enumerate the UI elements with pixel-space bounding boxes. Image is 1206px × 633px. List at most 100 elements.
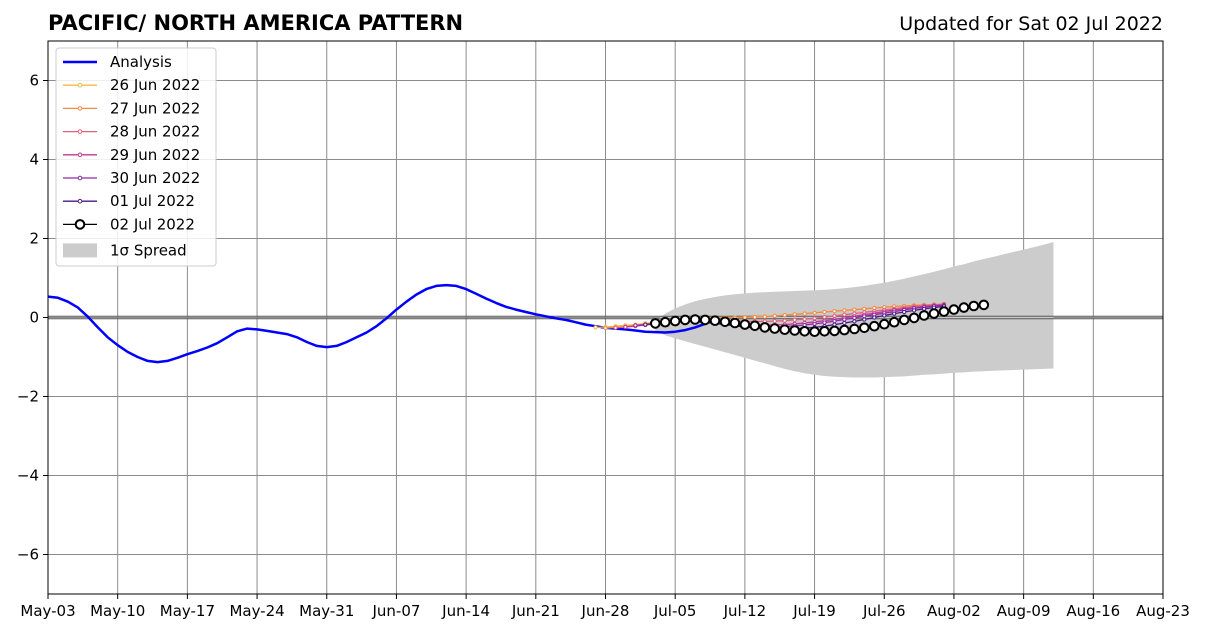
forecast-point bbox=[822, 309, 827, 315]
forecast-point bbox=[958, 302, 970, 313]
x-tick-label: May-17 bbox=[160, 602, 215, 620]
x-tick-label: Aug-09 bbox=[997, 602, 1051, 620]
legend-swatch-marker bbox=[74, 219, 86, 230]
forecast-point bbox=[842, 308, 847, 313]
forecast-point bbox=[659, 316, 671, 328]
forecast-point bbox=[869, 320, 880, 332]
forecast-point bbox=[822, 320, 827, 325]
x-tick-label: Aug-16 bbox=[1066, 602, 1120, 620]
x-tick-label: Jul-12 bbox=[723, 602, 767, 620]
x-tick-label: Jul-26 bbox=[862, 602, 906, 620]
forecast-point bbox=[862, 317, 867, 322]
forecast-point bbox=[613, 325, 618, 330]
series-layer bbox=[47, 283, 990, 364]
forecast-point bbox=[812, 321, 817, 326]
tick-labels: May-03 May-10 May-17 May-24 May-31 Jun-07 Jun-… bbox=[17, 72, 1190, 621]
legend-items: Analysis 26 Jun 2022 27 Jun 2022 28 Jun 202… bbox=[63, 53, 200, 259]
x-tick-label: Jun-07 bbox=[371, 602, 420, 620]
forecast-point bbox=[832, 309, 837, 314]
forecast-point bbox=[902, 309, 907, 315]
forecast-point bbox=[679, 314, 691, 326]
forecast-point bbox=[782, 313, 787, 318]
forecast-point bbox=[650, 318, 661, 329]
forecast-series bbox=[650, 299, 990, 338]
forecast-point bbox=[852, 307, 857, 312]
forecast-point bbox=[759, 322, 771, 333]
forecast-point bbox=[809, 326, 820, 338]
forecast-point bbox=[802, 317, 807, 322]
x-tick-label: Aug-23 bbox=[1136, 602, 1190, 620]
x-tick-label: May-24 bbox=[229, 602, 284, 620]
y-tick-label: −4 bbox=[17, 467, 39, 485]
legend-label: 27 Jun 2022 bbox=[110, 99, 200, 117]
forecast-point bbox=[669, 315, 681, 327]
legend-swatch-marker bbox=[77, 129, 83, 134]
legend-swatch-spread bbox=[63, 243, 97, 258]
legend-label: Analysis bbox=[110, 53, 172, 71]
forecast-point bbox=[928, 308, 940, 319]
forecast-point bbox=[742, 315, 748, 320]
y-tick-label: −6 bbox=[17, 546, 39, 564]
legend-label: 26 Jun 2022 bbox=[110, 76, 200, 94]
forecast-point bbox=[852, 315, 857, 320]
x-tick-label: Jun-21 bbox=[511, 602, 560, 620]
forecast-point bbox=[849, 323, 860, 335]
forecast-point bbox=[968, 300, 980, 312]
forecast-point bbox=[772, 319, 777, 324]
forecast-point bbox=[948, 304, 960, 315]
forecast-point bbox=[882, 313, 887, 318]
forecast-point bbox=[782, 318, 787, 323]
legend-label: 28 Jun 2022 bbox=[110, 123, 200, 141]
chart-title: PACIFIC/ NORTH AMERICA PATTERN bbox=[48, 11, 463, 35]
forecast-point bbox=[779, 324, 791, 336]
forecast-point bbox=[812, 310, 817, 315]
forecast-point bbox=[633, 323, 638, 328]
x-tick-label: Jul-05 bbox=[653, 602, 697, 620]
analysis-line bbox=[47, 283, 706, 364]
forecast-point bbox=[623, 324, 628, 330]
forecast-point bbox=[593, 325, 598, 330]
forecast-point bbox=[872, 315, 877, 320]
x-tick-label: Aug-02 bbox=[927, 602, 981, 620]
forecast-point bbox=[819, 326, 830, 337]
forecast-point bbox=[769, 323, 781, 334]
legend-label: 01 Jul 2022 bbox=[110, 192, 195, 210]
forecast-point bbox=[789, 325, 801, 336]
forecast-point bbox=[832, 313, 837, 318]
forecast-point bbox=[603, 326, 608, 331]
y-tick-label: 2 bbox=[29, 230, 39, 248]
forecast-point bbox=[842, 320, 847, 326]
forecast-point bbox=[812, 316, 817, 321]
forecast-point bbox=[908, 312, 920, 324]
legend-box bbox=[55, 47, 217, 267]
x-tick-label: Jun-28 bbox=[581, 602, 630, 620]
y-tick-label: 4 bbox=[29, 151, 39, 169]
forecast-point bbox=[792, 312, 797, 317]
legend-swatch-marker bbox=[77, 82, 83, 88]
forecast-point bbox=[978, 299, 990, 311]
forecast-point bbox=[912, 308, 917, 313]
forecast-point bbox=[892, 311, 897, 316]
forecast-point bbox=[772, 313, 777, 318]
forecast-point bbox=[822, 315, 827, 320]
y-tick-label: 6 bbox=[29, 72, 39, 90]
forecast-point bbox=[852, 319, 857, 324]
forecast-point bbox=[888, 316, 900, 328]
legend-swatch-marker bbox=[77, 152, 83, 158]
forecast-point bbox=[879, 318, 890, 330]
chart-subtitle: Updated for Sat 02 Jul 2022 bbox=[899, 13, 1163, 35]
x-tick-label: May-03 bbox=[20, 602, 75, 620]
forecast-point bbox=[922, 306, 927, 311]
forecast-point bbox=[799, 326, 810, 337]
legend-label: 29 Jun 2022 bbox=[110, 146, 200, 164]
forecast-point bbox=[749, 320, 761, 332]
legend-label: 1σ Spread bbox=[110, 241, 187, 259]
forecast-point bbox=[918, 310, 930, 321]
forecast-point bbox=[792, 317, 797, 322]
forecast-point bbox=[709, 315, 721, 327]
forecast-point bbox=[842, 317, 847, 322]
x-tick-label: May-10 bbox=[90, 602, 145, 620]
forecast-point bbox=[832, 319, 837, 324]
legend-label: 30 Jun 2022 bbox=[110, 169, 200, 187]
forecast-point bbox=[862, 306, 867, 311]
